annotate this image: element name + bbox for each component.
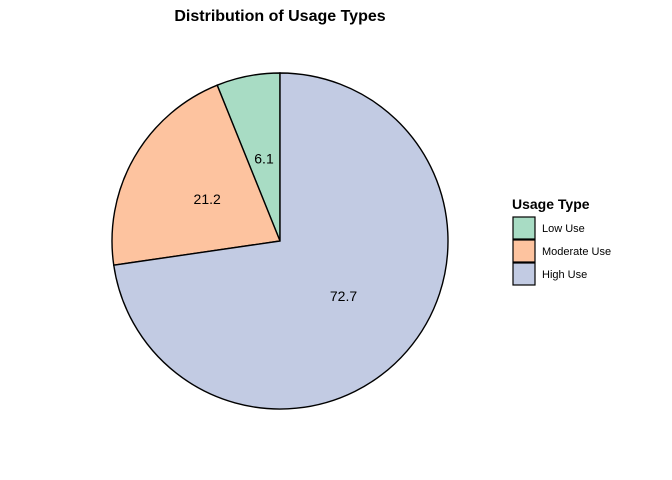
pie-slice-moderate-use bbox=[111, 84, 281, 266]
legend-key-moderate-use bbox=[512, 239, 536, 263]
slice-label-moderate-use: 21.2 bbox=[194, 191, 221, 207]
legend-label-moderate-use: Moderate Use bbox=[542, 246, 611, 258]
legend-label-high-use: High Use bbox=[542, 269, 587, 281]
legend-key-high-use bbox=[512, 262, 536, 286]
chart-title: Distribution of Usage Types bbox=[174, 8, 385, 25]
pie-slice-labels: 6.1 21.2 72.7 bbox=[194, 151, 358, 304]
legend-items: Low Use Moderate Use High Use bbox=[512, 216, 611, 286]
legend: Usage Type Low Use Moderate Use High Use bbox=[512, 196, 611, 286]
legend-label-low-use: Low Use bbox=[542, 223, 585, 235]
slice-label-high-use: 72.7 bbox=[330, 288, 357, 304]
slice-label-low-use: 6.1 bbox=[254, 151, 274, 167]
pie-slices bbox=[111, 72, 449, 410]
legend-title: Usage Type bbox=[512, 196, 590, 212]
legend-key-low-use bbox=[512, 216, 536, 240]
pie-slice-high-use bbox=[112, 72, 449, 410]
